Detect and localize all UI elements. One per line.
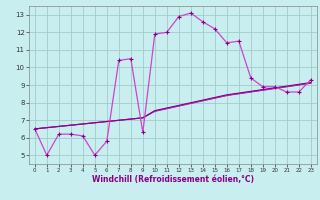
X-axis label: Windchill (Refroidissement éolien,°C): Windchill (Refroidissement éolien,°C) — [92, 175, 254, 184]
